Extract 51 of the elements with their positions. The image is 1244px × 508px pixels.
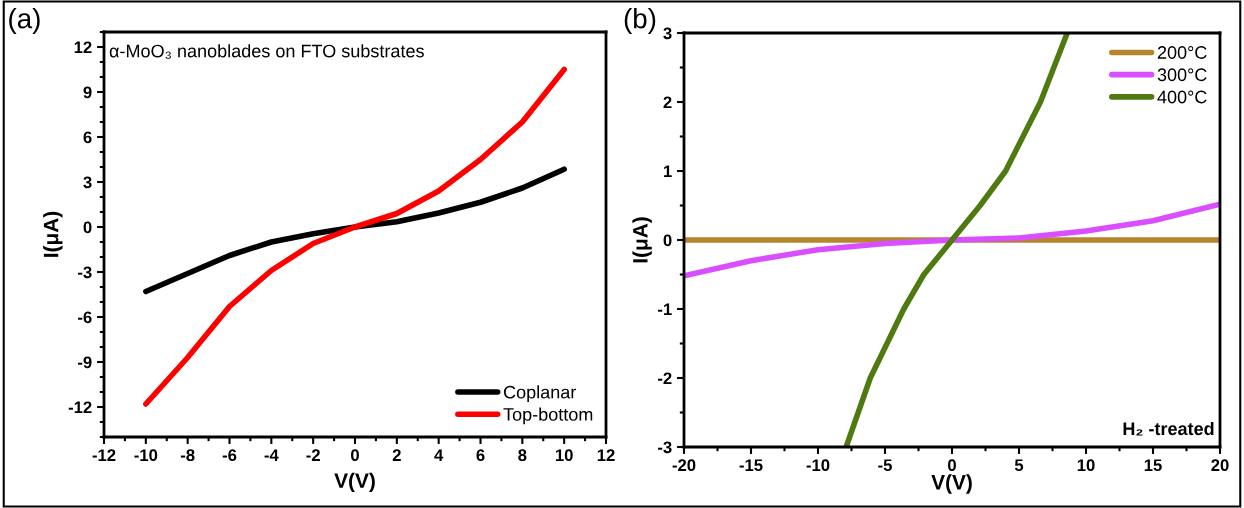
- x-tick-label: 15: [1144, 459, 1162, 472]
- x-tick-label: -20: [672, 459, 696, 472]
- x-tick-label: -8: [180, 449, 195, 462]
- y-tick-label: 3: [663, 27, 672, 40]
- x-tick-label: 0: [351, 449, 359, 462]
- y-tick-label: 1: [663, 165, 672, 178]
- x-tick-label: 2: [392, 449, 401, 461]
- x-axis-title: V(V): [334, 472, 375, 493]
- x-tick-label: -5: [878, 459, 892, 472]
- text: (a): [9, 8, 40, 34]
- y-axis-title: I(μA): [632, 217, 652, 263]
- x-tick-label: 10: [555, 449, 573, 462]
- y-tick-label: -2: [658, 372, 672, 385]
- y-tick-label: -1: [658, 303, 672, 316]
- y-axis-title: I(μA): [43, 211, 63, 257]
- legend-label: 200°C: [1157, 46, 1207, 59]
- x-tick-label: 12: [597, 449, 615, 461]
- x-tick-label: 8: [518, 449, 527, 462]
- y-tick-label: 6: [83, 131, 92, 144]
- x-tick-label: 5: [1014, 459, 1024, 472]
- x-tick-label: -10: [806, 459, 830, 472]
- y-tick-label: -3: [78, 266, 92, 279]
- x-axis-title: V(V): [931, 474, 972, 494]
- x-tick-label: 10: [1077, 459, 1095, 472]
- annotation: H₂ -treated: [1123, 421, 1214, 436]
- x-tick-label: 6: [476, 449, 485, 462]
- annotation: α-MoO₃ nanoblades on FTO substrates: [109, 44, 424, 59]
- x-tick-label: -4: [264, 449, 279, 461]
- y-tick-label: 2: [663, 96, 672, 109]
- x-tick-label: -15: [739, 459, 763, 472]
- y-tick-label: -12: [68, 401, 92, 414]
- legend-label: Coplanar: [503, 385, 577, 403]
- legend-label: Top-bottom: [503, 407, 593, 425]
- legend-label: 300°C: [1157, 68, 1207, 82]
- x-tick-label: 20: [1211, 459, 1229, 472]
- y-tick-label: -6: [78, 311, 92, 324]
- legend-label: 400°C: [1157, 90, 1207, 104]
- x-tick-label: -12: [92, 449, 116, 461]
- y-tick-label: -9: [78, 356, 92, 369]
- y-tick-label: 12: [74, 41, 92, 54]
- y-tick-label: 0: [663, 234, 672, 247]
- x-tick-label: -10: [134, 449, 158, 462]
- y-tick-label: -3: [658, 441, 672, 454]
- text: (b): [624, 8, 656, 34]
- y-tick-label: 3: [83, 176, 92, 189]
- x-tick-label: 0: [948, 459, 956, 472]
- x-tick-label: -6: [222, 449, 237, 462]
- x-tick-label: 4: [434, 449, 444, 461]
- y-tick-label: 9: [83, 86, 92, 99]
- x-tick-label: -2: [306, 449, 320, 461]
- y-tick-label: 0: [83, 221, 92, 234]
